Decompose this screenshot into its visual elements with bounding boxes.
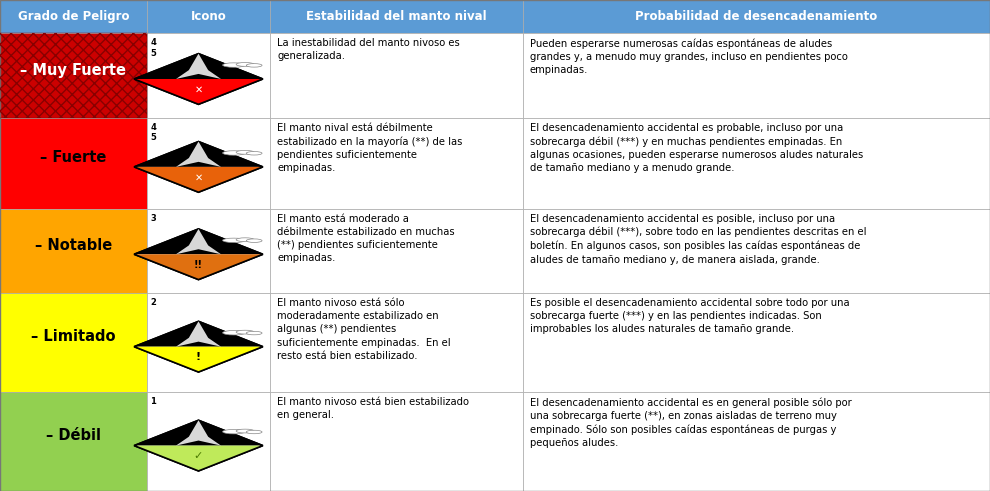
Polygon shape (134, 322, 262, 347)
Bar (270, 118, 523, 209)
Ellipse shape (237, 429, 254, 433)
Text: 4
5: 4 5 (150, 38, 156, 58)
Polygon shape (134, 254, 262, 279)
Bar (523, 0, 990, 33)
Polygon shape (134, 54, 262, 79)
Text: Probabilidad de desencadenamiento: Probabilidad de desencadenamiento (636, 10, 877, 23)
Text: El manto nival está débilmente
estabilizado en la mayoría (**) de las
pendientes: El manto nival está débilmente estabiliz… (277, 123, 462, 173)
Bar (0, 33, 147, 118)
Text: 2: 2 (150, 298, 156, 307)
Ellipse shape (237, 238, 254, 242)
Bar (270, 209, 523, 293)
Ellipse shape (247, 239, 262, 243)
Polygon shape (134, 347, 262, 372)
Bar (523, 293, 990, 392)
Ellipse shape (247, 152, 262, 155)
Polygon shape (176, 420, 221, 446)
Polygon shape (176, 141, 221, 167)
Bar (147, 392, 270, 491)
Bar (147, 209, 270, 293)
Bar (0, 33, 147, 118)
Bar (270, 0, 523, 33)
Text: El desencadenamiento accidental es probable, incluso por una
sobrecarga débil (*: El desencadenamiento accidental es proba… (530, 123, 863, 173)
Text: 4
5: 4 5 (150, 123, 156, 142)
Polygon shape (134, 322, 262, 372)
Polygon shape (134, 229, 262, 279)
Ellipse shape (247, 331, 262, 335)
Text: Es posible el desencadenamiento accidental sobre todo por una
sobrecarga fuerte : Es posible el desencadenamiento accident… (530, 298, 849, 334)
Text: 3: 3 (150, 214, 156, 222)
Polygon shape (176, 322, 221, 347)
Ellipse shape (223, 330, 246, 335)
Ellipse shape (237, 330, 254, 334)
Text: El desencadenamiento accidental es posible, incluso por una
sobrecarga débil (**: El desencadenamiento accidental es posib… (530, 214, 866, 265)
Ellipse shape (247, 64, 262, 67)
Text: – Notable: – Notable (35, 238, 112, 253)
Bar (0, 392, 147, 491)
Bar (147, 0, 270, 33)
Text: ✓: ✓ (194, 451, 203, 461)
Bar (0, 118, 147, 209)
Polygon shape (176, 229, 221, 254)
Text: – Débil: – Débil (46, 428, 101, 443)
Text: El manto está moderado a
débilmente estabilizado en muchas
(**) pendientes sufic: El manto está moderado a débilmente esta… (277, 214, 454, 263)
Bar (147, 118, 270, 209)
Bar (523, 33, 990, 118)
Text: Icono: Icono (190, 10, 227, 23)
Text: Estabilidad del manto nival: Estabilidad del manto nival (306, 10, 487, 23)
Bar (523, 392, 990, 491)
Bar (523, 118, 990, 209)
Text: Grado de Peligro: Grado de Peligro (18, 10, 129, 23)
Polygon shape (134, 420, 262, 446)
Text: Pueden esperarse numerosas caídas espontáneas de aludes
grandes y, a menudo muy : Pueden esperarse numerosas caídas espont… (530, 38, 847, 75)
Text: – Muy Fuerte: – Muy Fuerte (20, 63, 127, 78)
Ellipse shape (237, 62, 254, 66)
Polygon shape (134, 54, 262, 104)
Text: El manto nivoso está bien estabilizado
en general.: El manto nivoso está bien estabilizado e… (277, 397, 469, 420)
Bar (147, 293, 270, 392)
Ellipse shape (223, 430, 246, 434)
Bar (270, 33, 523, 118)
Ellipse shape (237, 150, 254, 154)
Text: El desencadenamiento accidental es en general posible sólo por
una sobrecarga fu: El desencadenamiento accidental es en ge… (530, 397, 851, 448)
Polygon shape (134, 79, 262, 104)
Bar (147, 33, 270, 118)
Text: !!: !! (194, 260, 203, 270)
Polygon shape (134, 141, 262, 167)
Polygon shape (134, 167, 262, 192)
Text: El manto nivoso está sólo
moderadamente estabilizado en
algunas (**) pendientes
: El manto nivoso está sólo moderadamente … (277, 298, 450, 361)
Bar (270, 293, 523, 392)
Bar (0, 293, 147, 392)
Ellipse shape (223, 63, 246, 67)
Ellipse shape (247, 430, 262, 434)
Text: La inestabilidad del manto nivoso es
generalizada.: La inestabilidad del manto nivoso es gen… (277, 38, 460, 61)
Ellipse shape (223, 238, 246, 243)
Ellipse shape (223, 151, 246, 155)
Bar (523, 209, 990, 293)
Polygon shape (134, 446, 262, 471)
Text: !: ! (196, 353, 201, 362)
Bar (270, 392, 523, 491)
Text: ✕: ✕ (194, 84, 203, 95)
Polygon shape (134, 420, 262, 471)
Text: ✕: ✕ (194, 172, 203, 183)
Polygon shape (134, 229, 262, 254)
Text: 1: 1 (150, 397, 156, 406)
Polygon shape (176, 54, 221, 79)
Polygon shape (134, 141, 262, 192)
Text: – Fuerte: – Fuerte (40, 150, 107, 165)
Text: – Limitado: – Limitado (31, 329, 116, 344)
Bar (0, 209, 147, 293)
Bar (0, 0, 147, 33)
